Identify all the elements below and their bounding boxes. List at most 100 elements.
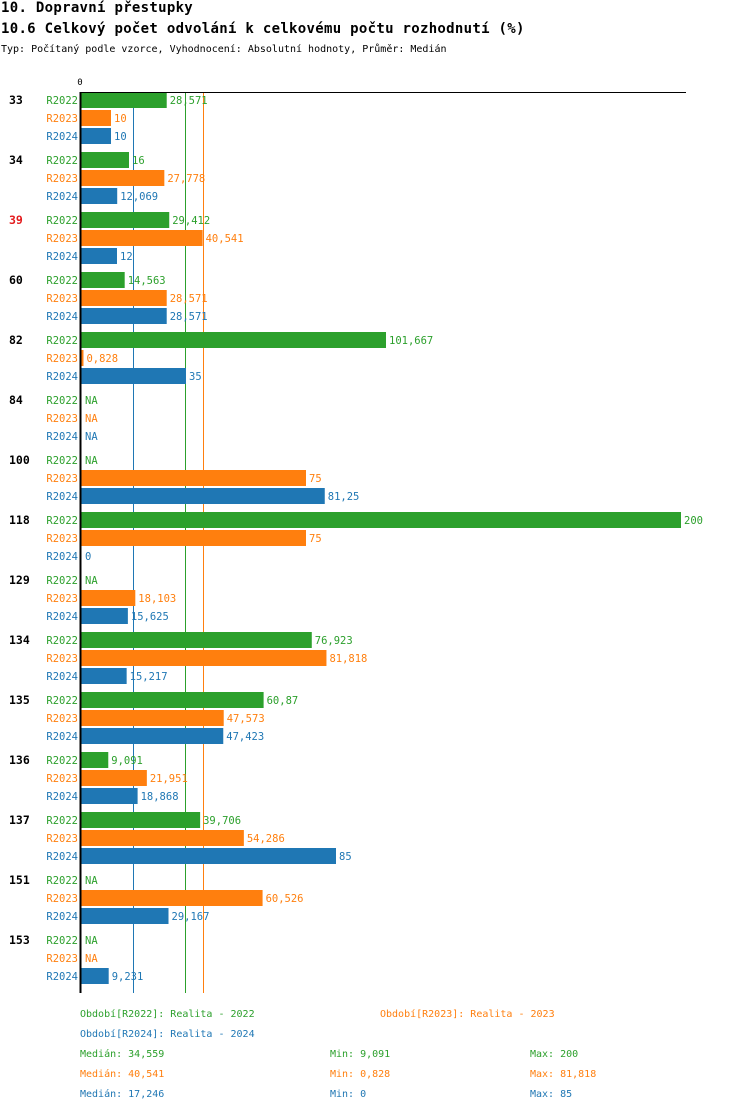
bars-layer [81, 92, 681, 984]
bar [81, 110, 111, 126]
category-label: 39 [9, 213, 23, 227]
chart-subtitle: Typ: Počítaný podle vzorce, Vyhodnocení:… [1, 44, 447, 55]
series-label: R2023 [46, 953, 78, 965]
value-label: 81,25 [328, 491, 360, 503]
value-label: 28,571 [170, 95, 208, 107]
stat-median-r2023: Medián: 40,541 [80, 1069, 165, 1080]
value-label: NA [85, 935, 98, 947]
value-label: 28,571 [170, 311, 208, 323]
series-label: R2022 [46, 815, 78, 827]
bar [81, 470, 306, 486]
series-label: R2022 [46, 215, 78, 227]
bar [81, 152, 129, 168]
series-label: R2023 [46, 413, 78, 425]
value-label: 29,412 [172, 215, 210, 227]
value-label: NA [85, 431, 98, 443]
value-label: NA [85, 575, 98, 587]
category-label: 153 [9, 933, 30, 947]
value-label: 81,818 [329, 653, 367, 665]
bar [81, 908, 169, 924]
series-label: R2023 [46, 533, 78, 545]
series-label: R2022 [46, 515, 78, 527]
series-label: R2024 [46, 131, 78, 143]
stat-max-r2022: Max: 200 [530, 1049, 579, 1060]
value-label: 39,706 [203, 815, 241, 827]
value-label: NA [85, 395, 98, 407]
series-label: R2024 [46, 251, 78, 263]
legend-period-r2024: Období[R2024]: Realita - 2024 [80, 1029, 255, 1040]
bar [81, 788, 138, 804]
category-label: 84 [9, 393, 23, 407]
value-label: 60,87 [267, 695, 299, 707]
bar [81, 812, 201, 828]
value-label: 75 [309, 533, 322, 545]
series-label: R2024 [46, 911, 78, 923]
series-label: R2023 [46, 233, 78, 245]
value-label: 47,573 [227, 713, 265, 725]
value-label: 10 [114, 113, 127, 125]
legend-period-r2022: Období[R2022]: Realita - 2022 [80, 1009, 255, 1020]
labels-layer: 33 R2022 28,571 R2023 10 R2024 10 34 R2022 16 R202… [9, 93, 703, 983]
category-label: 134 [9, 633, 30, 647]
series-label: R2024 [46, 971, 78, 983]
series-label: R2022 [46, 155, 78, 167]
series-label: R2022 [46, 275, 78, 287]
bar [81, 752, 109, 768]
bar [81, 308, 167, 324]
series-label: R2024 [46, 491, 78, 503]
category-label: 129 [9, 573, 30, 587]
series-label: R2024 [46, 311, 78, 323]
value-label: 54,286 [247, 833, 285, 845]
bar [81, 512, 681, 528]
series-label: R2023 [46, 593, 78, 605]
series-label: R2023 [46, 293, 78, 305]
value-label: 47,423 [226, 731, 264, 743]
value-label: 60,526 [266, 893, 304, 905]
value-label: NA [85, 455, 98, 467]
axes-layer: 0 [77, 78, 686, 993]
series-label: R2023 [46, 173, 78, 185]
series-label: R2022 [46, 695, 78, 707]
series-label: R2022 [46, 635, 78, 647]
category-label: 151 [9, 873, 30, 887]
series-label: R2022 [46, 575, 78, 587]
category-label: 82 [9, 333, 23, 347]
value-label: 14,563 [128, 275, 166, 287]
bar [81, 290, 167, 306]
bar [81, 92, 167, 108]
value-label: 101,667 [389, 335, 433, 347]
bar [81, 230, 203, 246]
value-label: 18,103 [138, 593, 176, 605]
bar [81, 830, 244, 846]
value-label: 12 [120, 251, 133, 263]
category-label: 33 [9, 93, 23, 107]
bar [81, 332, 387, 348]
category-label: 100 [9, 453, 30, 467]
series-label: R2024 [46, 671, 78, 683]
series-label: R2024 [46, 431, 78, 443]
series-label: R2024 [46, 731, 78, 743]
bar [81, 668, 127, 684]
legend-period-r2023: Období[R2023]: Realita - 2023 [380, 1009, 555, 1020]
value-label: 40,541 [206, 233, 244, 245]
series-label: R2023 [46, 653, 78, 665]
bar [81, 968, 109, 984]
bar [81, 590, 136, 606]
bar [81, 770, 147, 786]
value-label: 85 [339, 851, 352, 863]
value-label: NA [85, 875, 98, 887]
value-label: 9,231 [112, 971, 144, 983]
bar [81, 848, 336, 864]
stat-min-r2023: Min: 0,828 [330, 1069, 391, 1080]
bar [81, 608, 128, 624]
series-label: R2023 [46, 113, 78, 125]
value-label: 76,923 [315, 635, 353, 647]
category-label: 34 [9, 153, 23, 167]
series-label: R2022 [46, 875, 78, 887]
value-label: 21,951 [150, 773, 188, 785]
value-label: NA [85, 953, 98, 965]
series-label: R2022 [46, 395, 78, 407]
series-label: R2023 [46, 773, 78, 785]
value-label: 18,868 [141, 791, 179, 803]
chart-title: 10.6 Celkový počet odvolání k celkovému … [1, 21, 525, 37]
